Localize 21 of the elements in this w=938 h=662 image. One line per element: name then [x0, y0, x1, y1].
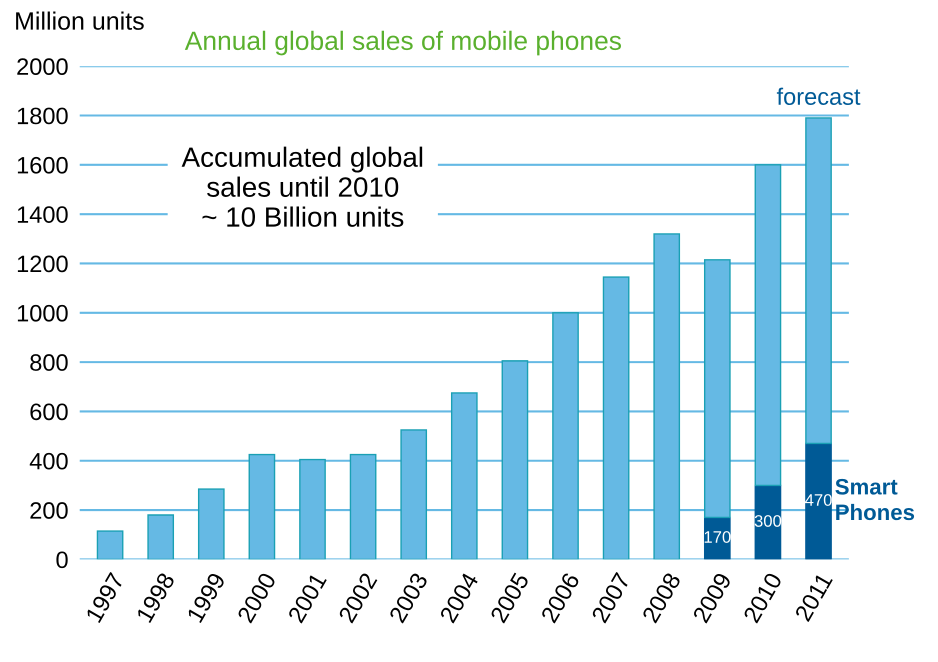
annotation: Accumulated global sales until 2010 ~ 10 Billion units	[182, 146, 422, 227]
y-axis-title: Million units	[16, 12, 144, 30]
data-label: 170	[704, 531, 731, 543]
y-tick-label: 2000	[17, 58, 68, 75]
series-label: Smart Phones	[835, 478, 914, 520]
y-tick-label: 600	[30, 404, 68, 420]
y-tick-label: 1200	[18, 256, 68, 272]
chart-title: Annual global sales of mobile phones	[184, 30, 621, 56]
bar	[754, 484, 782, 560]
y-tick-label: 1800	[18, 108, 68, 124]
y-tick-label: 200	[30, 502, 68, 519]
annotation: forecast	[776, 88, 860, 105]
data-label: 300	[754, 515, 782, 527]
data-label: 470	[805, 494, 832, 506]
bar	[805, 442, 832, 560]
y-tick-label: 0	[56, 551, 68, 568]
y-tick-label: 800	[30, 354, 68, 371]
y-tick-label: 1000	[18, 304, 68, 322]
y-tick-label: 1400	[18, 206, 68, 223]
y-tick-label: 1600	[18, 156, 68, 174]
y-tick-label: 400	[30, 452, 68, 470]
